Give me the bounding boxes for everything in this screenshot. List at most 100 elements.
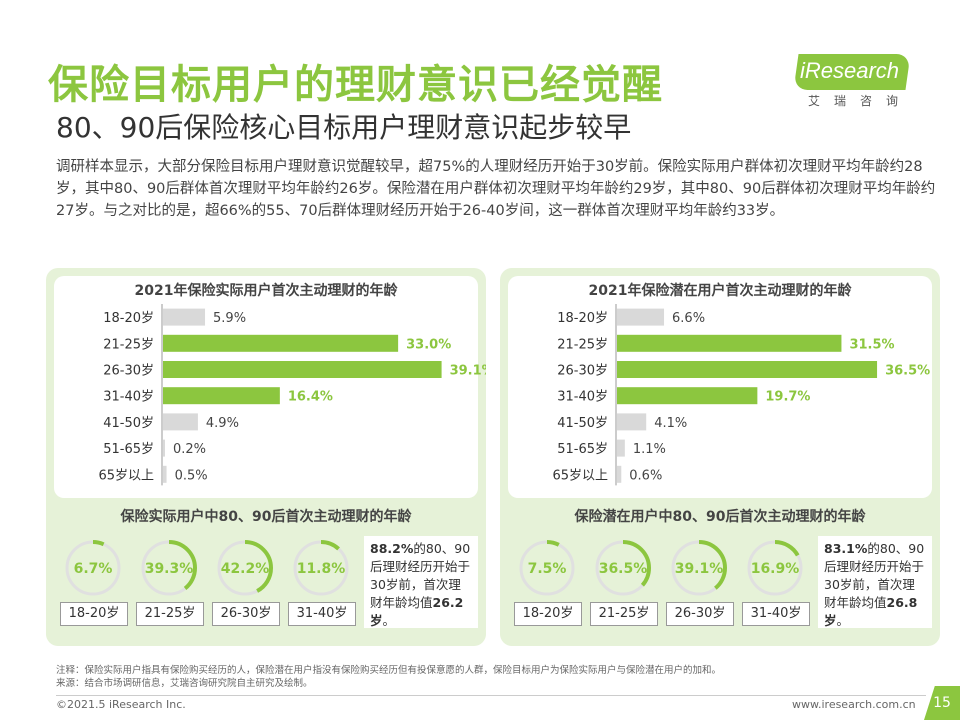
bar-category-label: 41-50岁	[557, 416, 608, 431]
donut-arc	[141, 540, 197, 596]
bar-value-label: 4.1%	[654, 416, 687, 431]
note-avg: 26.2岁	[370, 595, 464, 628]
bar	[617, 387, 758, 405]
bar-value-label: 6.6%	[672, 311, 705, 326]
donut-arc	[293, 540, 349, 596]
bar-value-label: 1.1%	[633, 442, 666, 457]
actual-users-note: 88.2%的80、90后理财经历开始于30岁前，首次理财年龄均值26.2岁。	[364, 536, 478, 628]
donut-category-label: 21-25岁	[590, 602, 658, 626]
bar-value-label: 0.2%	[173, 442, 206, 457]
iresearch-logo: iResearch 艾瑞咨询	[790, 54, 920, 108]
potential-users-bar-title: 2021年保险潜在用户首次主动理财的年龄	[588, 283, 852, 299]
logo-name: iResearch	[800, 58, 900, 83]
actual-users-bar-chart: 18-20岁 5.9% 21-25岁 33.0% 26-30岁 39.1% 31-40岁 16…	[98, 304, 486, 486]
bar	[617, 465, 622, 483]
logo-subtitle: 艾瑞咨询	[808, 94, 913, 108]
donut-value-label: 36.5%	[599, 561, 648, 577]
donut-arc	[671, 540, 727, 596]
donut-value-label: 16.9%	[751, 561, 800, 577]
donut-value-label: 6.7%	[74, 561, 113, 577]
bar-category-label: 31-40岁	[103, 390, 154, 405]
donut-ring: 36.5%	[595, 540, 651, 596]
page-title: 保险目标用户的理财意识已经觉醒	[48, 62, 663, 108]
bar-value-label: 4.9%	[206, 416, 239, 431]
bar-value-label: 0.5%	[175, 468, 208, 483]
bar-category-label: 31-40岁	[557, 390, 608, 405]
bar-value-label: 33.0%	[406, 337, 451, 352]
bar-category-label: 18-20岁	[557, 311, 608, 326]
bar-value-label: 19.7%	[765, 390, 810, 405]
copyright: ©2021.5 iResearch Inc.	[56, 698, 186, 711]
bar-category-label: 65岁以上	[98, 468, 154, 483]
donut-value-label: 42.2%	[221, 561, 270, 577]
donut-ring: 39.1%	[671, 540, 727, 596]
note-pct: 88.2%	[370, 541, 414, 556]
donut-ring: 42.2%	[217, 540, 273, 596]
bar	[163, 439, 165, 457]
donut-arc	[595, 540, 651, 596]
bar	[163, 465, 167, 483]
bar	[617, 361, 878, 378]
bar-value-label: 31.5%	[849, 337, 894, 352]
bar-category-label: 41-50岁	[103, 416, 154, 431]
donut-category-label: 18-20岁	[514, 602, 582, 626]
bar	[617, 413, 647, 431]
website-link[interactable]: www.iresearch.com.cn	[792, 698, 916, 711]
bar-category-label: 21-25岁	[557, 337, 608, 352]
donut-value-label: 39.1%	[675, 561, 724, 577]
potential-users-donut-title: 保险潜在用户中80、90后首次主动理财的年龄	[574, 509, 866, 525]
donut-ring: 16.9%	[747, 540, 803, 596]
donut-ring: 7.5%	[519, 540, 575, 596]
bar	[163, 361, 442, 378]
bar	[163, 413, 198, 431]
actual-users-panel: 2021年保险实际用户首次主动理财的年龄 18-20岁 5.9% 21-25岁 33.…	[46, 268, 486, 646]
potential-users-bar-chart: 18-20岁 6.6% 21-25岁 31.5% 26-30岁 36.5% 31-40岁 19…	[552, 304, 930, 486]
donut-category-label: 31-40岁	[742, 602, 810, 626]
donut-category-label: 21-25岁	[136, 602, 204, 626]
donut-category-label: 26-30岁	[212, 602, 280, 626]
page-number: 15	[924, 686, 960, 720]
note-end: 。	[382, 613, 396, 628]
note-pct: 83.1%	[824, 541, 868, 556]
bar	[617, 308, 665, 326]
footer-divider	[56, 695, 926, 696]
potential-users-panel: 2021年保险潜在用户首次主动理财的年龄 18-20岁 6.6% 21-25岁 31.…	[500, 268, 940, 646]
bar-category-label: 65岁以上	[552, 468, 608, 483]
actual-users-bar-card	[54, 276, 478, 498]
bar-category-label: 26-30岁	[557, 364, 608, 379]
bar-category-label: 26-30岁	[103, 364, 154, 379]
bar-category-label: 18-20岁	[103, 311, 154, 326]
donut-category-label: 26-30岁	[666, 602, 734, 626]
donut-category-label: 18-20岁	[60, 602, 128, 626]
donut-ring: 6.7%	[65, 540, 121, 596]
donut-arc	[747, 540, 803, 596]
footnote-note: 注释：保险实际用户指具有保险购买经历的人，保险潜在用户指没有保险购买经历但有投保…	[56, 665, 722, 676]
bar	[617, 334, 842, 352]
note-end: 。	[836, 613, 850, 628]
bar-category-label: 21-25岁	[103, 337, 154, 352]
donut-value-label: 11.8%	[297, 561, 346, 577]
donut-ring: 39.3%	[141, 540, 197, 596]
note-text: 的80、90后理财经历开始于30岁前，首次理财年龄均值	[824, 541, 925, 610]
bar	[163, 387, 280, 405]
actual-users-bar-title: 2021年保险实际用户首次主动理财的年龄	[134, 283, 398, 299]
bar	[163, 308, 206, 326]
donut-arc	[65, 540, 121, 596]
donut-category-label: 31-40岁	[288, 602, 356, 626]
donut-value-label: 7.5%	[528, 561, 567, 577]
bar-value-label: 36.5%	[885, 364, 930, 379]
bar-value-label: 16.4%	[288, 390, 333, 405]
actual-users-donut-title: 保险实际用户中80、90后首次主动理财的年龄	[120, 509, 412, 525]
potential-users-note: 83.1%的80、90后理财经历开始于30岁前，首次理财年龄均值26.8岁。	[818, 536, 932, 628]
bar-category-label: 51-65岁	[557, 442, 608, 457]
note-avg: 26.8岁	[824, 595, 918, 628]
donut-ring: 11.8%	[293, 540, 349, 596]
bar	[163, 334, 399, 352]
donut-value-label: 39.3%	[145, 561, 194, 577]
note-text: 的80、90后理财经历开始于30岁前，首次理财年龄均值	[370, 541, 471, 610]
bar-category-label: 51-65岁	[103, 442, 154, 457]
page-subtitle: 80、90后保险核心目标用户理财意识起步较早	[56, 111, 632, 144]
donut-arc	[217, 540, 273, 596]
bar-value-label: 5.9%	[213, 311, 246, 326]
donut-arc	[519, 540, 575, 596]
